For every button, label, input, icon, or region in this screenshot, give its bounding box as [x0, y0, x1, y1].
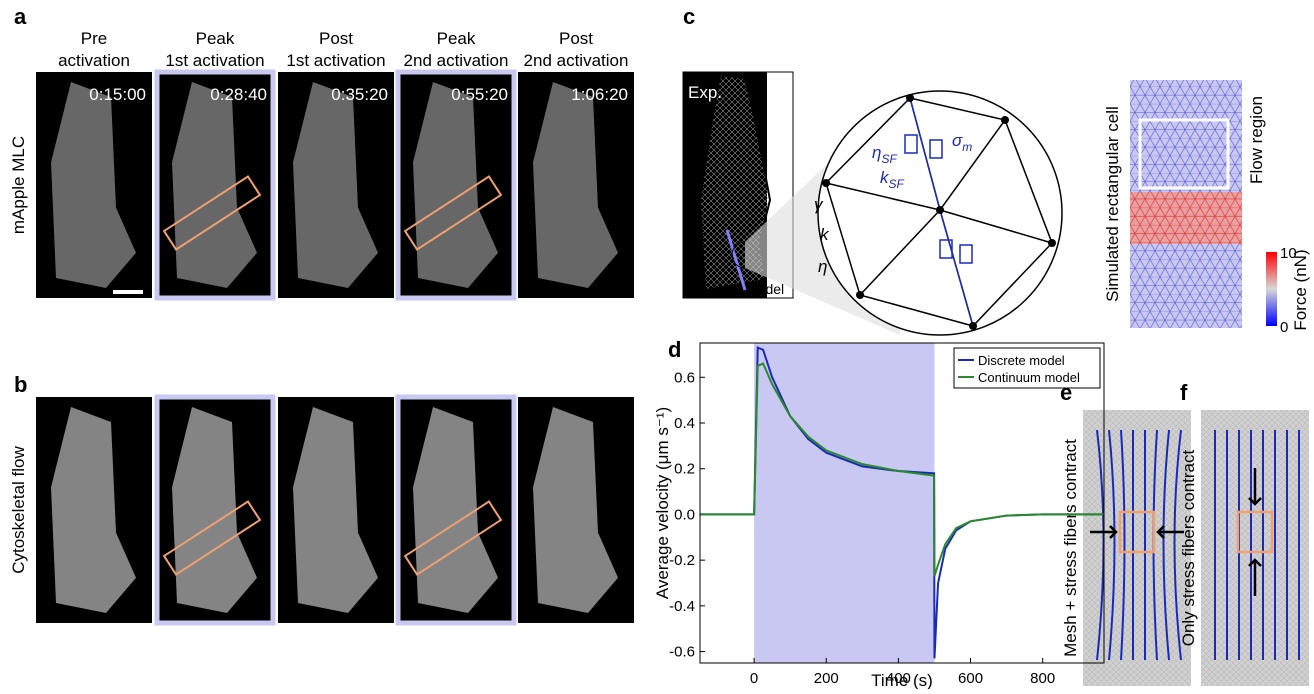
force-mesh — [1130, 192, 1242, 244]
symbol-base: η — [872, 143, 881, 162]
x-tick-label: 600 — [958, 670, 983, 687]
roi-f — [1236, 510, 1274, 554]
shaded-span — [754, 343, 935, 663]
region-label: Flow region — [1247, 96, 1266, 184]
symbol-sub: SF — [889, 177, 905, 191]
legend-label: Discrete model — [978, 353, 1065, 368]
column-header: activation — [58, 51, 130, 70]
cell-image — [51, 407, 136, 613]
layout — [682, 71, 1309, 686]
cell-image — [293, 407, 378, 613]
roi — [162, 175, 262, 251]
panel-e-label: Mesh + stress fibers contract — [1061, 439, 1080, 657]
panel-f-label: Only stress fibers contract — [1179, 449, 1198, 646]
cell-image — [413, 82, 498, 288]
symbol-base: σ — [952, 131, 963, 150]
y-tick-label: -0.2 — [669, 552, 695, 569]
cell-image — [172, 407, 257, 613]
symbol: k — [820, 225, 830, 244]
panel-label: c — [683, 4, 695, 29]
x-tick-label: 0 — [750, 670, 758, 687]
timestamp: 0:28:40 — [210, 85, 267, 104]
arrows-e — [1090, 525, 1184, 539]
colorbar-label: Force (nN) — [1291, 249, 1310, 330]
y-tick-label: 0.6 — [674, 369, 695, 386]
fiber — [725, 229, 747, 291]
colorbar-tick: 10 — [1280, 245, 1297, 262]
roi — [403, 175, 503, 251]
plot-frame — [699, 342, 1105, 664]
x-tick-label: 400 — [886, 670, 911, 687]
series-line — [700, 362, 1104, 577]
panel-label: a — [14, 4, 27, 29]
symbol: kSF — [880, 168, 905, 191]
exp-label: Exp. — [688, 83, 722, 102]
symbol-base: k — [880, 168, 890, 187]
column-header: Peak — [196, 29, 235, 48]
mesh-f-lines — [1201, 410, 1309, 686]
symbol-sub: SF — [881, 152, 897, 166]
panel-label: b — [14, 372, 27, 397]
column-header: Peak — [437, 29, 476, 48]
timestamp: 0:35:20 — [331, 85, 388, 104]
cell-label: Simulated rectangular cell — [1103, 106, 1122, 302]
cell-image — [533, 82, 618, 288]
nodes — [822, 94, 1056, 330]
cell-image — [51, 82, 136, 288]
x-tick-label: 800 — [1030, 670, 1055, 687]
timestamp: 0:55:20 — [451, 85, 508, 104]
column-header: Post — [319, 29, 353, 48]
symbol: σm — [952, 131, 972, 154]
x-axis-label: Time (s) — [871, 671, 933, 689]
roi — [162, 500, 262, 576]
column-header: 2nd activation — [404, 51, 509, 70]
symbol: η — [818, 257, 827, 276]
y-tick-label: -0.6 — [669, 644, 695, 661]
row-label: Cytoskeletal flow — [9, 446, 28, 574]
y-tick-label: 0.4 — [674, 415, 695, 432]
flow-region-box — [1138, 118, 1230, 190]
scale-bar — [113, 290, 143, 294]
column-header: Pre — [81, 29, 107, 48]
symbol-sub: m — [962, 140, 972, 154]
roi — [403, 500, 503, 576]
cell-image — [413, 407, 498, 613]
colorbar — [1266, 252, 1277, 326]
panel-label: f — [1180, 380, 1188, 405]
row-label: mApple MLC — [9, 136, 28, 234]
legend — [953, 347, 1101, 389]
panel-label: d — [668, 337, 681, 362]
legend-label: Continuum model — [978, 370, 1080, 385]
y-axis-label: Average velocity (μm s⁻¹) — [653, 407, 672, 599]
cell-image — [172, 82, 257, 288]
cell-image — [293, 82, 378, 288]
y-tick-label: 0.0 — [674, 506, 695, 523]
cell-image — [533, 407, 618, 613]
symbol-base: η — [818, 257, 827, 276]
symbol-base: k — [820, 225, 830, 244]
symbol: γ — [814, 195, 824, 214]
timestamp: 1:06:20 — [571, 85, 628, 104]
column-header: Post — [559, 29, 593, 48]
column-header: 2nd activation — [524, 51, 629, 70]
symbol: ηSF — [872, 143, 897, 166]
column-header: 1st activation — [286, 51, 385, 70]
colorbar-tick: 0 — [1280, 319, 1288, 336]
roi-e — [1118, 510, 1156, 554]
column-header: 1st activation — [165, 51, 264, 70]
y-tick-label: -0.4 — [669, 598, 695, 615]
x-tick-label: 200 — [814, 670, 839, 687]
y-tick-label: 0.2 — [674, 461, 695, 478]
model-label: Model — [746, 281, 784, 297]
arrows-f — [1248, 468, 1262, 596]
symbol-base: γ — [814, 195, 824, 214]
mesh-e-lines — [1083, 410, 1191, 686]
timestamp: 0:15:00 — [89, 85, 146, 104]
